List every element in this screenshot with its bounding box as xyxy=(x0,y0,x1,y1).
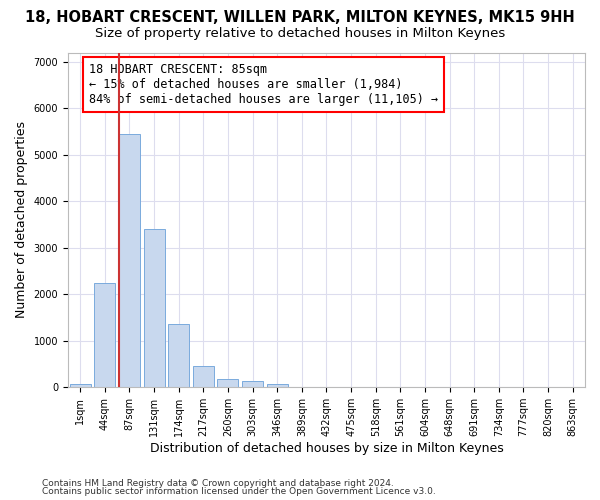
Text: 18, HOBART CRESCENT, WILLEN PARK, MILTON KEYNES, MK15 9HH: 18, HOBART CRESCENT, WILLEN PARK, MILTON… xyxy=(25,10,575,25)
Text: 18 HOBART CRESCENT: 85sqm
← 15% of detached houses are smaller (1,984)
84% of se: 18 HOBART CRESCENT: 85sqm ← 15% of detac… xyxy=(89,62,438,106)
Bar xyxy=(217,379,238,387)
Y-axis label: Number of detached properties: Number of detached properties xyxy=(15,122,28,318)
Bar xyxy=(267,384,287,387)
X-axis label: Distribution of detached houses by size in Milton Keynes: Distribution of detached houses by size … xyxy=(149,442,503,455)
Bar xyxy=(143,229,164,387)
Bar xyxy=(119,134,140,387)
Text: Size of property relative to detached houses in Milton Keynes: Size of property relative to detached ho… xyxy=(95,28,505,40)
Bar xyxy=(168,324,189,387)
Text: Contains public sector information licensed under the Open Government Licence v3: Contains public sector information licen… xyxy=(42,487,436,496)
Text: Contains HM Land Registry data © Crown copyright and database right 2024.: Contains HM Land Registry data © Crown c… xyxy=(42,478,394,488)
Bar xyxy=(242,381,263,387)
Bar xyxy=(94,282,115,387)
Bar xyxy=(193,366,214,387)
Bar xyxy=(70,384,91,387)
